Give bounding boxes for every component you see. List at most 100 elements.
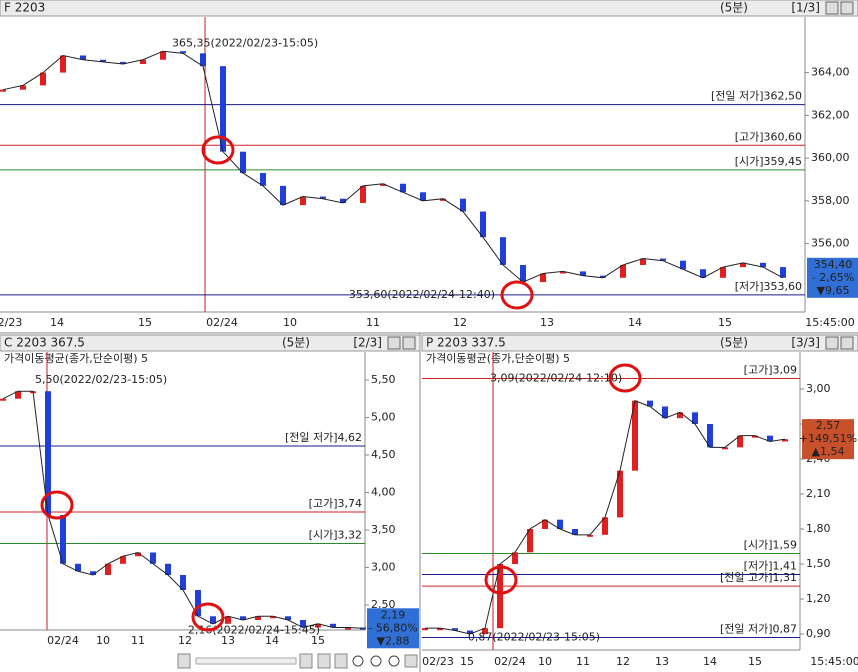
panel-header bbox=[0, 334, 421, 352]
price-annotation: 0,87(2022/02/23-15:05) bbox=[468, 631, 600, 644]
date-label: 15 bbox=[311, 634, 325, 647]
candle bbox=[80, 55, 86, 60]
date-label: 11 bbox=[366, 316, 380, 329]
window-button[interactable] bbox=[840, 1, 854, 15]
panel-title: P 2203 337.5 bbox=[426, 336, 506, 350]
page-indicator: [3/3] bbox=[791, 336, 820, 350]
y-tick-label: 364,00 bbox=[811, 66, 850, 79]
candle bbox=[100, 59, 106, 62]
candle bbox=[620, 264, 626, 278]
candle bbox=[677, 412, 683, 419]
candle bbox=[437, 628, 443, 631]
zoom-button[interactable] bbox=[388, 655, 400, 667]
date-label: 10 bbox=[283, 316, 297, 329]
y-tick-label: 360,00 bbox=[811, 151, 850, 164]
time-label: 15:45:00 bbox=[805, 316, 854, 329]
candle bbox=[20, 85, 26, 90]
candle bbox=[285, 616, 291, 621]
last-price-box bbox=[807, 257, 858, 298]
candle bbox=[440, 198, 446, 201]
candle bbox=[340, 198, 346, 203]
price-annotation: 2,16(2022/02/24-15:45) bbox=[188, 624, 320, 637]
candle bbox=[600, 275, 606, 278]
last-change: - 2,65% bbox=[812, 271, 854, 284]
scroll-button[interactable] bbox=[299, 653, 313, 669]
period: (5분) bbox=[282, 336, 310, 350]
settings-button[interactable] bbox=[404, 654, 418, 668]
y-tick-label: 1,20 bbox=[806, 592, 831, 605]
candle bbox=[40, 72, 46, 86]
last-price: 2,57 bbox=[816, 419, 841, 432]
date-label: 14 bbox=[265, 634, 279, 647]
candle bbox=[767, 435, 773, 442]
page-indicator: [2/3] bbox=[353, 336, 382, 350]
price-line bbox=[2, 390, 364, 629]
play-button[interactable] bbox=[317, 653, 331, 669]
candle bbox=[60, 515, 66, 564]
end-button[interactable] bbox=[334, 653, 348, 669]
date-label: 15 bbox=[718, 316, 732, 329]
date-label: 12 bbox=[178, 634, 192, 647]
highlight-circle bbox=[191, 602, 225, 632]
date-label: 12 bbox=[453, 316, 467, 329]
candle bbox=[617, 470, 623, 518]
candle bbox=[527, 529, 533, 553]
scroll-button[interactable] bbox=[177, 653, 191, 669]
candle bbox=[180, 575, 186, 591]
y-tick-label: 3,00 bbox=[806, 382, 831, 395]
candle bbox=[700, 269, 706, 278]
candle bbox=[602, 517, 608, 535]
candle bbox=[512, 552, 518, 565]
candle bbox=[660, 258, 666, 261]
reference-label: [시가]359,45 bbox=[735, 155, 802, 168]
zoom-in-button[interactable] bbox=[352, 655, 364, 667]
y-tick-label: 358,00 bbox=[811, 194, 850, 207]
scrollbar[interactable] bbox=[195, 657, 297, 665]
candle bbox=[195, 590, 201, 617]
candle bbox=[210, 616, 216, 624]
candle bbox=[540, 273, 546, 283]
candle bbox=[0, 398, 6, 401]
window-button[interactable] bbox=[402, 336, 416, 350]
panel-header bbox=[421, 334, 858, 352]
candle bbox=[737, 435, 743, 448]
last-diff: ▼2,88 bbox=[377, 634, 410, 647]
y-tick-label: 3,00 bbox=[371, 561, 396, 574]
candle bbox=[580, 271, 586, 276]
date-label: 2/23 bbox=[0, 316, 22, 329]
window-button[interactable] bbox=[387, 336, 401, 350]
indicator-label: 가격이동평균(종가,단순이평) 5 bbox=[4, 352, 148, 365]
candle bbox=[150, 552, 156, 564]
window-button[interactable] bbox=[825, 1, 839, 15]
y-tick-label: 4,50 bbox=[371, 448, 396, 461]
reference-label: [전일 저가]4,62 bbox=[285, 430, 362, 444]
date-label: 10 bbox=[96, 634, 110, 647]
candle bbox=[400, 183, 406, 193]
price-annotation: 3,09(2022/02/24-12:10) bbox=[490, 371, 622, 384]
candle bbox=[740, 262, 746, 268]
time-label: 15:45:00 bbox=[810, 655, 858, 668]
candle bbox=[0, 89, 6, 92]
candle bbox=[482, 628, 488, 635]
date-label: 15 bbox=[138, 316, 152, 329]
y-tick-label: 362,00 bbox=[811, 108, 850, 121]
zoom-out-button[interactable] bbox=[370, 655, 382, 667]
date-label: 15 bbox=[748, 655, 762, 668]
window-button[interactable] bbox=[840, 336, 854, 350]
candle bbox=[120, 61, 126, 65]
candle bbox=[270, 616, 276, 619]
candle bbox=[280, 185, 286, 206]
last-change: +149,51% bbox=[799, 432, 857, 445]
candle bbox=[560, 271, 566, 274]
y-tick-label: 1,50 bbox=[806, 557, 831, 570]
period: (5분) bbox=[720, 336, 748, 350]
price-line bbox=[2, 50, 784, 283]
toolbar bbox=[177, 653, 418, 669]
candle bbox=[255, 616, 261, 621]
y-tick-label: 5,00 bbox=[371, 410, 396, 423]
candle bbox=[557, 519, 563, 530]
highlight-circle bbox=[40, 490, 74, 520]
y-tick-label: 4,00 bbox=[371, 486, 396, 499]
window-button[interactable] bbox=[825, 336, 839, 350]
